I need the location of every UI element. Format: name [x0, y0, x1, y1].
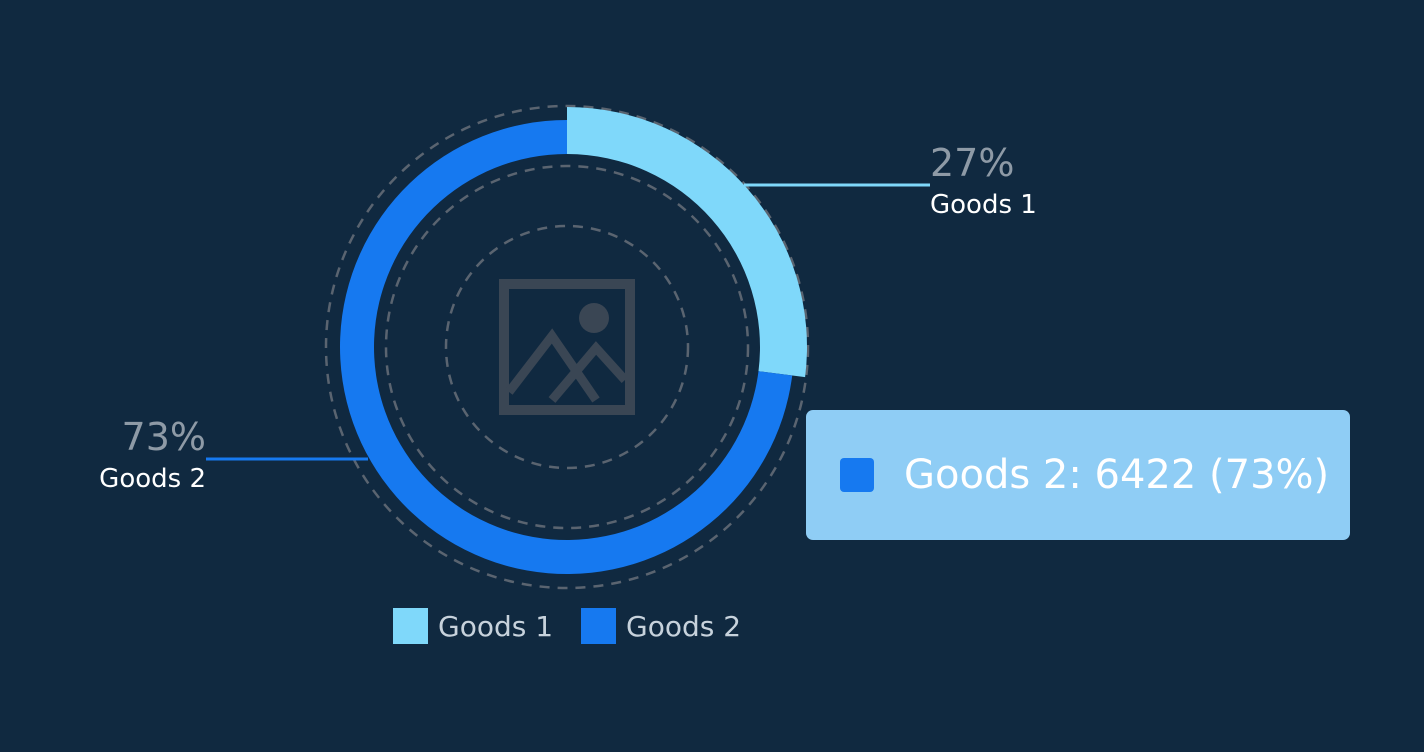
tooltip-text: Goods 2: 6422 (73%)	[904, 452, 1330, 498]
legend-label-goods-1: Goods 1	[438, 609, 554, 643]
data-label-goods-1-name: Goods 1	[930, 190, 1037, 220]
tooltip: Goods 2: 6422 (73%)	[806, 410, 1350, 540]
legend-swatch-goods-2	[581, 608, 617, 644]
data-label-goods-2-name: Goods 2	[99, 464, 206, 494]
legend: Goods 1 Goods 2	[393, 608, 769, 644]
image-placeholder-icon	[499, 279, 635, 415]
tooltip-swatch	[840, 458, 874, 492]
legend-item-goods-2[interactable]: Goods 2	[581, 608, 741, 644]
legend-swatch-goods-1	[393, 608, 428, 644]
data-label-goods-1-percent: 27%	[930, 141, 1014, 185]
donut-slice-goods-1[interactable]	[567, 107, 808, 378]
leader-lines	[206, 183, 930, 461]
middle-guide-ring	[384, 164, 750, 530]
legend-item-goods-1[interactable]: Goods 1	[393, 608, 553, 644]
donut-slices	[339, 107, 808, 574]
outer-guide-ring	[324, 104, 810, 590]
inner-guide-ring	[444, 224, 690, 470]
legend-label-goods-2: Goods 2	[626, 609, 742, 643]
data-label-goods-2-percent: 73%	[122, 415, 206, 459]
